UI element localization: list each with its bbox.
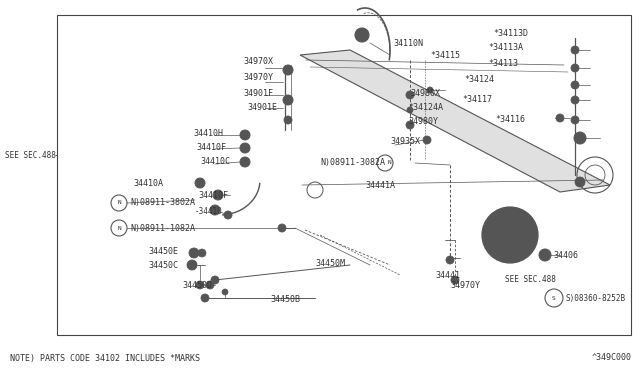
Circle shape — [451, 276, 459, 284]
Circle shape — [571, 64, 579, 72]
Text: 34450C: 34450C — [148, 260, 178, 269]
Text: 34970X: 34970X — [243, 58, 273, 67]
Circle shape — [210, 205, 220, 215]
Text: 34901F: 34901F — [243, 89, 273, 97]
Text: 34450M: 34450M — [315, 259, 345, 267]
Circle shape — [427, 87, 433, 93]
Circle shape — [355, 28, 369, 42]
Text: *34124: *34124 — [464, 76, 494, 84]
Circle shape — [571, 116, 579, 124]
Text: 34980Y: 34980Y — [408, 118, 438, 126]
Circle shape — [240, 157, 250, 167]
Text: 34450E: 34450E — [148, 247, 178, 257]
Circle shape — [211, 276, 219, 284]
Circle shape — [284, 116, 292, 124]
Circle shape — [406, 91, 414, 99]
Circle shape — [571, 46, 579, 54]
Text: N)08911-3802A: N)08911-3802A — [130, 199, 195, 208]
Circle shape — [196, 281, 204, 289]
Text: *34113D: *34113D — [493, 29, 528, 38]
Circle shape — [201, 294, 209, 302]
Text: *34115: *34115 — [430, 51, 460, 60]
Text: 34410F: 34410F — [198, 190, 228, 199]
Circle shape — [224, 211, 232, 219]
Text: *34124A: *34124A — [408, 103, 443, 112]
Text: N: N — [117, 225, 121, 231]
Circle shape — [406, 121, 414, 129]
Text: *34113A: *34113A — [488, 44, 523, 52]
Circle shape — [574, 132, 586, 144]
Circle shape — [283, 95, 293, 105]
Circle shape — [198, 249, 206, 257]
Text: N)08911-1082A: N)08911-1082A — [130, 224, 195, 232]
Circle shape — [213, 190, 223, 200]
Text: S)08360-8252B: S)08360-8252B — [566, 294, 626, 302]
Text: 34935X: 34935X — [390, 138, 420, 147]
Bar — [57, 15, 631, 335]
Text: SEE SEC.488: SEE SEC.488 — [505, 276, 556, 285]
Text: 34441: 34441 — [435, 270, 460, 279]
Circle shape — [482, 207, 538, 263]
Text: *34117: *34117 — [462, 96, 492, 105]
Text: *34113: *34113 — [488, 58, 518, 67]
Text: 34901E: 34901E — [247, 103, 277, 112]
Circle shape — [283, 65, 293, 75]
Circle shape — [187, 260, 197, 270]
Text: N: N — [388, 160, 392, 166]
Circle shape — [240, 130, 250, 140]
Text: 34970Y: 34970Y — [243, 73, 273, 81]
Circle shape — [423, 136, 431, 144]
Text: ^349C000: ^349C000 — [592, 353, 632, 362]
Text: N: N — [117, 201, 121, 205]
Circle shape — [575, 177, 585, 187]
Text: -34410: -34410 — [195, 208, 223, 217]
Circle shape — [407, 107, 413, 113]
Text: 34406: 34406 — [553, 250, 578, 260]
Circle shape — [556, 114, 564, 122]
Text: 34410F: 34410F — [196, 142, 226, 151]
Text: 34450B: 34450B — [270, 295, 300, 305]
Text: *34116: *34116 — [495, 115, 525, 125]
Text: 34110N: 34110N — [393, 38, 423, 48]
Text: NOTE) PARTS CODE 34102 INCLUDES *MARKS: NOTE) PARTS CODE 34102 INCLUDES *MARKS — [10, 353, 200, 362]
Text: 34410H: 34410H — [193, 128, 223, 138]
Text: SEE SEC.488: SEE SEC.488 — [5, 151, 56, 160]
Text: 34450D: 34450D — [182, 280, 212, 289]
Text: S: S — [552, 295, 556, 301]
Circle shape — [189, 248, 199, 258]
Circle shape — [278, 224, 286, 232]
Text: N)08911-3082A: N)08911-3082A — [320, 157, 385, 167]
Text: 34980X: 34980X — [410, 89, 440, 97]
Circle shape — [222, 289, 228, 295]
Text: 34410C: 34410C — [200, 157, 230, 166]
Circle shape — [571, 96, 579, 104]
Circle shape — [240, 143, 250, 153]
Text: 34970Y: 34970Y — [450, 280, 480, 289]
Circle shape — [195, 178, 205, 188]
Polygon shape — [300, 50, 610, 192]
Circle shape — [539, 249, 551, 261]
Circle shape — [571, 81, 579, 89]
Text: 34410A: 34410A — [133, 179, 163, 187]
Text: 34441A: 34441A — [365, 180, 395, 189]
Circle shape — [206, 281, 214, 289]
Circle shape — [446, 256, 454, 264]
